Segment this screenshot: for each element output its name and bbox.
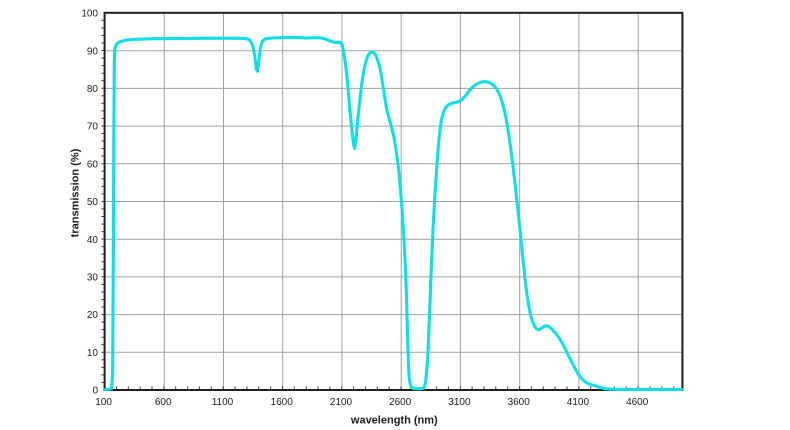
svg-text:40: 40 [87,235,99,246]
svg-text:2600: 2600 [389,397,412,408]
svg-text:80: 80 [87,84,99,95]
svg-text:90: 90 [87,46,99,57]
svg-text:100: 100 [95,397,112,408]
svg-text:4600: 4600 [626,397,649,408]
svg-text:2100: 2100 [330,397,353,408]
svg-text:4100: 4100 [567,397,590,408]
svg-text:20: 20 [87,310,99,321]
svg-text:100: 100 [81,8,98,19]
svg-text:3600: 3600 [508,397,531,408]
svg-text:wavelength (nm): wavelength (nm) [350,414,438,426]
svg-text:0: 0 [92,386,98,397]
svg-text:transmission (%): transmission (%) [70,148,82,237]
svg-text:50: 50 [87,197,99,208]
svg-text:1100: 1100 [212,397,234,408]
svg-text:1600: 1600 [271,397,294,408]
svg-text:10: 10 [87,348,99,359]
svg-text:70: 70 [87,122,99,133]
svg-text:600: 600 [155,397,172,408]
svg-text:60: 60 [87,159,99,170]
svg-text:30: 30 [87,273,99,284]
svg-text:3100: 3100 [448,397,471,408]
